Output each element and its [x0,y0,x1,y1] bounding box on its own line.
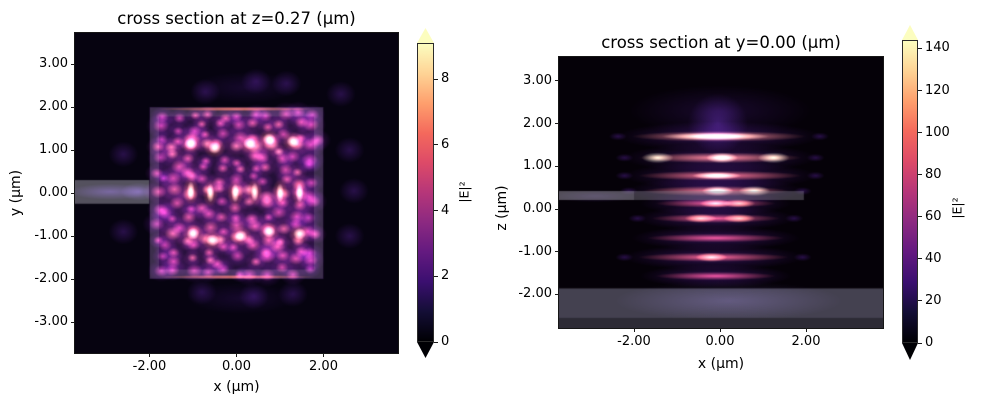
plot0-x-tick-2 [323,353,324,357]
plot0-x-tick-label-1: 0.00 [222,359,251,374]
plot1-x-tick-0 [633,328,635,332]
plot1-x-tick-label-0: -2.00 [617,334,651,349]
right-heatmap-canvas [559,57,883,328]
plot1-cbar-tick-label-5: 100 [925,124,950,140]
right-colorbar-lower-arrow [902,343,918,360]
plot1-cbar-tick-1 [918,300,922,302]
plot0-y-tick-label-4: -1.00 [34,228,68,243]
plot0-y-tick-1 [71,106,75,108]
plot0-y-tick-label-3: 0.00 [39,185,68,200]
plot1-y-tick-2 [555,165,559,167]
plot1-cbar-tick-0 [918,342,922,344]
plot0-cbar-tick-label-1: 2 [441,268,450,284]
plot0-cbar-tick-4 [434,78,438,80]
left-colorbar-label: |E|² [456,181,472,203]
plot1-y-tick-0 [555,80,559,82]
left-colorbar-gradient [417,43,434,342]
left-colorbar-lower-arrow [417,342,434,358]
plot0-y-tick-5 [71,278,75,280]
plot0-cbar-tick-0 [434,341,438,343]
plot1-cbar-tick-3 [918,216,922,218]
left-plot-title: cross section at z=0.27 (μm) [117,9,356,28]
plot1-cbar-tick-5 [918,132,922,134]
plot0-y-tick-label-6: -3.00 [34,314,68,329]
right-xaxis-label: x (μm) [697,356,745,372]
plot1-cbar-tick-label-3: 60 [925,208,942,224]
plot0-cbar-tick-label-2: 4 [441,202,450,218]
plot0-x-tick-label-0: -2.00 [132,359,167,374]
plot1-cbar-tick-label-7: 140 [925,40,950,56]
plot1-y-tick-label-1: 2.00 [523,115,552,131]
plot0-x-tick-0 [149,353,150,357]
plot0-y-tick-4 [71,235,75,237]
plot1-cbar-tick-label-4: 80 [925,166,942,182]
plot1-y-tick-3 [555,208,559,210]
plot1-y-tick-label-4: -1.00 [518,243,552,259]
plot1-y-tick-label-3: 0.00 [523,201,552,216]
plot1-cbar-tick-6 [918,90,922,91]
plot0-y-tick-label-0: 3.00 [39,56,68,71]
plot0-y-tick-2 [71,149,75,151]
left-xaxis-label: x (μm) [213,379,260,395]
plot0-cbar-tick-label-0: 0 [441,334,450,349]
plot1-y-tick-label-2: 1.00 [523,158,552,174]
plot1-x-tick-2 [805,328,807,332]
plot0-y-tick-label-5: -2.00 [34,271,68,286]
plot1-cbar-tick-2 [918,258,922,260]
plot0-y-tick-3 [71,192,75,194]
left-colorbar-upper-arrow [417,28,434,43]
right-colorbar-gradient [902,40,918,343]
plot1-y-tick-label-0: 3.00 [523,72,552,88]
plot1-cbar-tick-label-0: 0 [925,335,934,350]
right-plot-title: cross section at y=0.00 (μm) [601,33,841,52]
plot0-y-tick-6 [71,321,75,323]
plot0-cbar-tick-2 [434,210,438,212]
plot0-cbar-tick-label-3: 6 [441,136,450,152]
plot1-cbar-tick-label-1: 20 [925,292,942,308]
plot0-cbar-tick-3 [434,144,438,146]
plot1-cbar-tick-7 [918,47,922,49]
plot0-y-tick-0 [71,63,75,65]
plot1-cbar-tick-label-2: 40 [925,250,942,266]
plot0-y-tick-label-2: 1.00 [39,142,68,157]
plot0-y-tick-label-1: 2.00 [39,99,68,114]
plot1-x-tick-1 [719,328,721,332]
plot0-cbar-tick-1 [434,275,438,277]
plot1-cbar-tick-4 [918,174,922,176]
plot1-y-tick-1 [555,123,559,125]
plot0-x-tick-1 [236,353,237,357]
right-colorbar-upper-arrow [902,25,918,40]
plot1-x-tick-label-1: 0.00 [705,334,735,349]
plot0-x-tick-label-2: 2.00 [309,359,338,374]
plot1-x-tick-label-2: 2.00 [791,334,821,349]
left-heatmap-canvas [75,33,398,353]
plot1-cbar-tick-label-6: 120 [925,82,950,98]
plot1-y-tick-5 [555,293,559,295]
plot1-y-tick-label-5: -2.00 [518,286,552,302]
plot0-cbar-tick-label-4: 8 [441,71,450,87]
plot1-y-tick-4 [555,251,559,253]
